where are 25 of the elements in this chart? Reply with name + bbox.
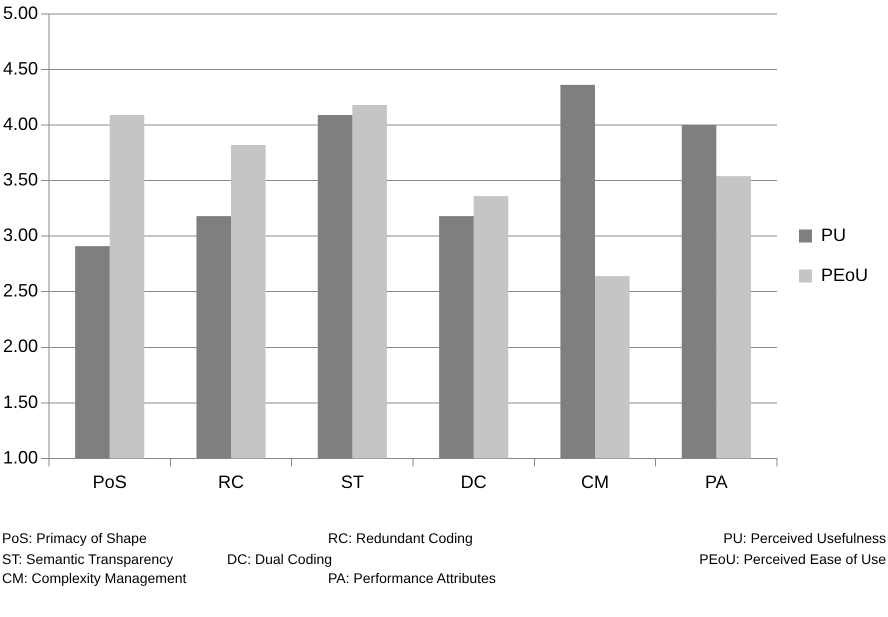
- x-tick-label: DC: [460, 472, 487, 492]
- text: PA: Performance Attributes: [328, 570, 496, 586]
- text: DC: Dual Coding: [227, 551, 332, 567]
- x-tick-label: ST: [340, 472, 364, 492]
- x-tick-label: PA: [704, 472, 728, 492]
- text: CM: Complexity Management: [2, 570, 186, 586]
- y-tick-label: 4.50: [2, 58, 38, 78]
- text: ST: Semantic Transparency: [2, 551, 174, 567]
- y-tick-label: 4.00: [2, 114, 38, 134]
- text: RC: Redundant Coding: [328, 530, 473, 546]
- y-tick-label: 2.00: [2, 336, 38, 356]
- y-tick-label: 1.50: [2, 392, 38, 412]
- y-tick-label: 3.00: [2, 225, 38, 246]
- y-tick-label: 2.50: [2, 280, 38, 301]
- x-tick-label: PoS: [92, 472, 127, 492]
- x-tick-label: CM: [580, 472, 609, 492]
- y-tick-label: 1.00: [2, 447, 38, 468]
- y-tick-label: 5.00: [2, 2, 38, 23]
- legend-label: PEoU: [820, 264, 868, 285]
- legend-label: PU: [820, 224, 846, 245]
- y-tick-label: 3.50: [2, 169, 38, 190]
- text: PoS: Primacy of Shape: [2, 530, 147, 546]
- text: PEoU: Perceived Ease of Use: [699, 551, 886, 567]
- text: PU: Perceived Usefulness: [723, 530, 886, 546]
- x-tick-label: RC: [218, 472, 244, 492]
